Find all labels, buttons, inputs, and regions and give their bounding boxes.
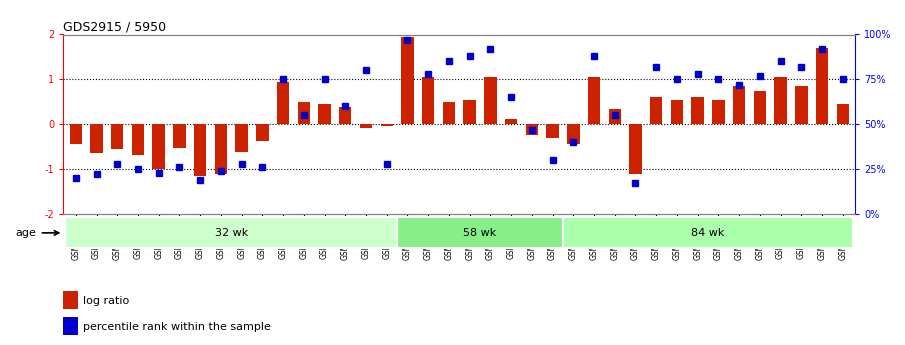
- Bar: [795, 86, 807, 124]
- Bar: [63, 291, 78, 309]
- Bar: [650, 97, 662, 124]
- Bar: [629, 124, 642, 174]
- FancyBboxPatch shape: [563, 217, 853, 248]
- Bar: [526, 124, 538, 135]
- Bar: [754, 90, 767, 124]
- Bar: [691, 97, 704, 124]
- Bar: [256, 124, 269, 141]
- Bar: [815, 48, 828, 124]
- Bar: [836, 104, 849, 124]
- Bar: [152, 124, 165, 169]
- Bar: [712, 99, 725, 124]
- Text: 32 wk: 32 wk: [214, 228, 248, 238]
- Text: percentile rank within the sample: percentile rank within the sample: [83, 322, 271, 332]
- FancyBboxPatch shape: [397, 217, 563, 248]
- Bar: [380, 124, 393, 126]
- Bar: [401, 37, 414, 124]
- Bar: [484, 77, 497, 124]
- Bar: [277, 81, 290, 124]
- Text: GDS2915 / 5950: GDS2915 / 5950: [63, 20, 167, 33]
- Bar: [733, 86, 746, 124]
- Bar: [463, 99, 476, 124]
- Bar: [422, 77, 434, 124]
- Text: 84 wk: 84 wk: [691, 228, 725, 238]
- Bar: [90, 124, 103, 153]
- Bar: [173, 124, 186, 148]
- Bar: [111, 124, 123, 149]
- Bar: [671, 99, 683, 124]
- FancyBboxPatch shape: [65, 217, 397, 248]
- Bar: [608, 108, 621, 124]
- Bar: [567, 124, 579, 144]
- Bar: [588, 77, 600, 124]
- Text: 58 wk: 58 wk: [463, 228, 497, 238]
- Bar: [319, 104, 330, 124]
- Text: age: age: [16, 228, 59, 238]
- Bar: [70, 124, 82, 144]
- Bar: [339, 107, 351, 124]
- Bar: [443, 102, 455, 124]
- Bar: [235, 124, 248, 152]
- Bar: [132, 124, 144, 155]
- Bar: [298, 102, 310, 124]
- Bar: [505, 119, 518, 124]
- Bar: [360, 124, 372, 128]
- Bar: [63, 317, 78, 335]
- Bar: [214, 124, 227, 174]
- Bar: [194, 124, 206, 176]
- Text: log ratio: log ratio: [83, 296, 129, 306]
- Bar: [775, 77, 786, 124]
- Bar: [547, 124, 558, 138]
